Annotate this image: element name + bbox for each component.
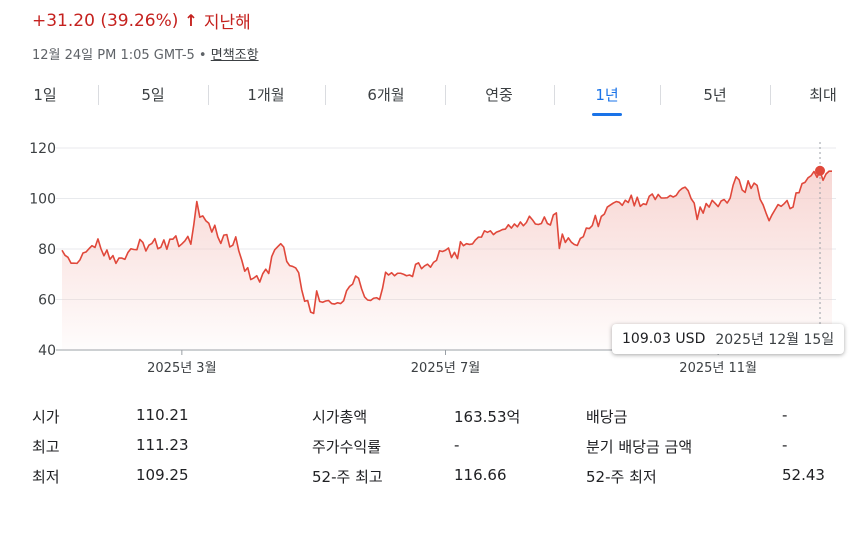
chart-line <box>61 169 832 315</box>
tab-ytd[interactable]: 연중 <box>485 86 513 104</box>
stat-value-pe-ratio: - <box>454 436 460 454</box>
stat-value-market-cap: 163.53억 <box>454 408 521 426</box>
stat-label-open: 시가 <box>32 408 60 426</box>
tab-divider <box>554 85 555 105</box>
stat-label-quarterly-dividend: 분기 배당금 금액 <box>586 438 693 456</box>
price-chart[interactable]: 120 100 80 60 40 2025년 3월 2025년 7월 2025년 11월 <box>0 130 860 380</box>
stat-value-dividend: - <box>782 406 788 424</box>
y-tick-label: 120 <box>29 141 56 157</box>
disclaimer-link[interactable]: 면책조항 <box>210 48 259 63</box>
tab-1-year[interactable]: 1년 <box>572 80 642 116</box>
stat-value-52w-high: 116.66 <box>454 466 507 484</box>
price-tooltip: 109.03 USD 2025년 12월 15일 <box>612 324 845 354</box>
stat-label-low: 최저 <box>32 468 60 486</box>
x-tick-label: 2025년 11월 <box>679 361 757 376</box>
tooltip-date: 2025년 12월 15일 <box>715 332 835 348</box>
stat-label-52w-high: 52-주 최고 <box>312 468 383 486</box>
timestamp: 12월 24일 PM 1:05 GMT-5 • <box>32 48 207 63</box>
stat-value-52w-low: 52.43 <box>782 466 825 484</box>
stat-value-quarterly-dividend: - <box>782 436 788 454</box>
tooltip-value: 109.03 USD <box>622 331 706 347</box>
tab-divider <box>660 85 661 105</box>
stat-label-dividend: 배당금 <box>586 408 628 426</box>
x-tick-label: 2025년 3월 <box>147 361 216 376</box>
stat-label-52w-low: 52-주 최저 <box>586 468 657 486</box>
stat-label-high: 최고 <box>32 438 60 456</box>
tab-1-day[interactable]: 1일 <box>33 86 57 104</box>
y-tick-label: 80 <box>38 242 56 258</box>
stat-label-pe-ratio: 주가수익률 <box>312 438 382 456</box>
stat-value-high: 111.23 <box>136 436 189 454</box>
tab-5-day[interactable]: 5일 <box>141 86 165 104</box>
range-tabs: 1일 5일 1개월 6개월 연중 1년 5년 최대 <box>0 80 860 116</box>
y-tick-label: 60 <box>38 293 56 309</box>
price-change-period: 지난해 <box>203 13 251 33</box>
tab-divider <box>770 85 771 105</box>
stat-label-market-cap: 시가총액 <box>312 408 368 426</box>
tab-divider <box>208 85 209 105</box>
tab-divider <box>325 85 326 105</box>
arrow-up-icon: ↑ <box>184 11 198 30</box>
tab-divider <box>445 85 446 105</box>
tab-6-month[interactable]: 6개월 <box>367 86 405 104</box>
x-tick-label: 2025년 7월 <box>411 361 480 376</box>
y-tick-label: 40 <box>38 343 56 359</box>
tab-5-year[interactable]: 5년 <box>703 86 727 104</box>
crosshair-dot <box>815 165 826 176</box>
price-change-value: +31.20 (39.26%) <box>32 10 179 31</box>
tab-divider <box>98 85 99 105</box>
chart-area <box>62 170 832 350</box>
tab-1-month[interactable]: 1개월 <box>247 86 285 104</box>
tab-max[interactable]: 최대 <box>809 86 837 104</box>
timestamp-row: 12월 24일 PM 1:05 GMT-5 • 면책조항 <box>32 44 259 63</box>
price-change: +31.20 (39.26%) ↑ 지난해 <box>32 8 251 34</box>
stat-value-low: 109.25 <box>136 466 189 484</box>
stat-value-open: 110.21 <box>136 406 189 424</box>
y-tick-label: 100 <box>29 192 56 208</box>
active-tab-indicator <box>592 113 622 116</box>
